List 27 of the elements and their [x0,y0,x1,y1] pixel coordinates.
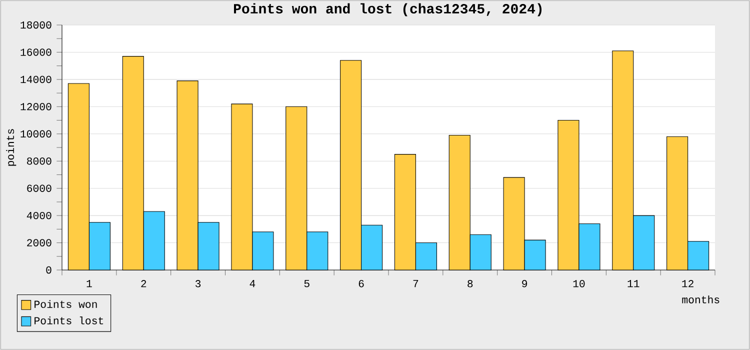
y-tick-label: 6000 [27,184,52,192]
x-tick-label: 4 [250,280,256,288]
x-tick-label: 6 [358,280,364,288]
x-tick-label: 11 [628,280,640,288]
chart-title: Points won and lost (chas12345, 2024) [234,3,542,16]
y-tick-label: 4000 [26,212,52,220]
legend-label: Points won [34,300,97,308]
y-tick-label: 16000 [20,48,52,56]
y-tick-label: 14000 [20,76,52,84]
x-tick-label: 9 [522,280,528,288]
legend-label: Points lost [34,316,104,324]
x-tick-label: 1 [86,280,92,288]
x-tick-label: 8 [468,280,473,288]
y-axis-title: points [6,129,16,166]
y-tick-label: 18000 [20,21,52,29]
x-tick-label: 5 [304,280,310,288]
x-tick-label: 12 [682,280,694,288]
y-tick-label: 0 [46,266,52,274]
x-tick-label: 10 [573,280,585,288]
x-tick-label: 3 [196,280,201,288]
x-tick-label: 7 [413,280,418,288]
x-axis-title: months [682,295,720,304]
x-tick-label: 2 [141,280,146,288]
y-tick-label: 12000 [20,103,52,110]
y-tick-label: 8000 [27,157,52,165]
y-tick-label: 10000 [20,130,52,138]
y-tick-label: 2000 [27,239,52,246]
